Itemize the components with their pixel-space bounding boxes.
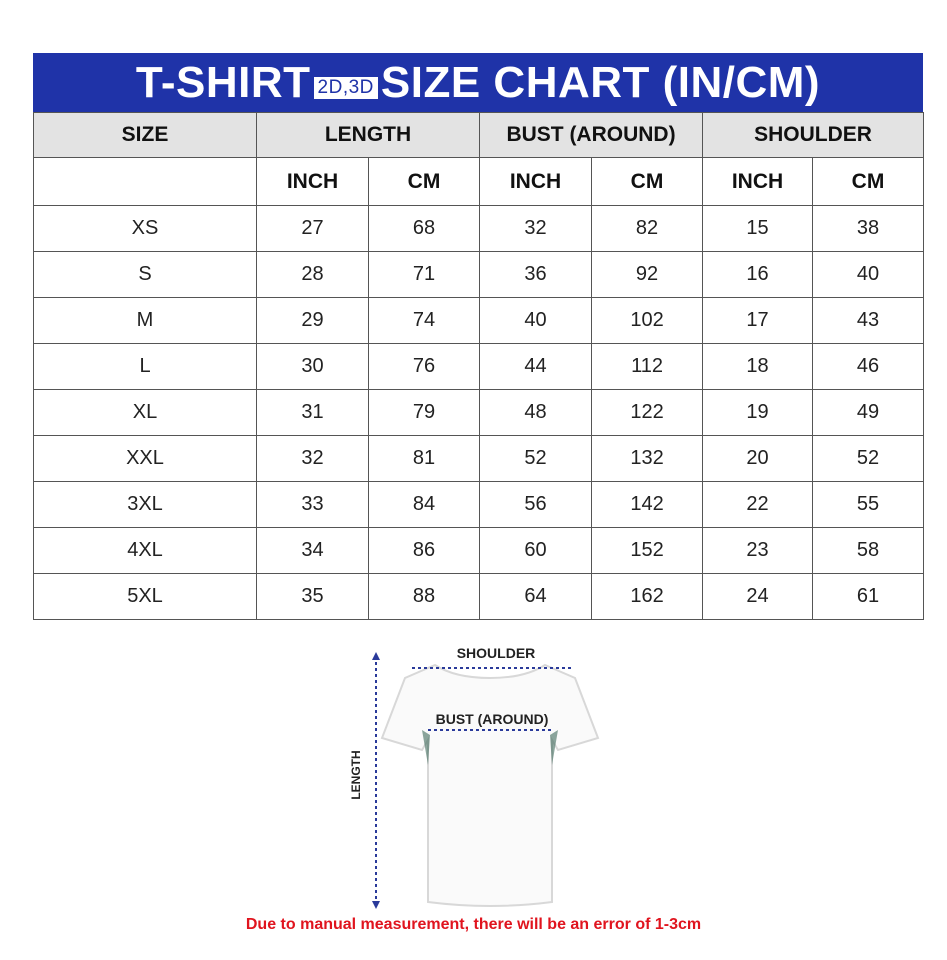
value-cell: 23 [702, 527, 814, 574]
value-cell: 52 [479, 435, 593, 482]
table-row: 4XL 34 86 60 152 23 58 [33, 527, 925, 574]
size-cell: XL [33, 389, 257, 436]
value-cell: 81 [367, 435, 481, 482]
size-table: SIZE LENGTH BUST (AROUND) SHOULDER INCH … [33, 112, 925, 620]
value-cell: 162 [591, 573, 704, 620]
value-cell: 76 [367, 343, 481, 390]
header-size: SIZE [33, 112, 257, 158]
table-row: M 29 74 40 102 17 43 [33, 297, 925, 344]
table-row: S 28 71 36 92 16 40 [33, 251, 925, 298]
size-cell: 3XL [33, 481, 257, 528]
value-cell: 20 [702, 435, 814, 482]
value-cell: 152 [591, 527, 704, 574]
unit-cm: CM [367, 157, 481, 206]
value-cell: 122 [591, 389, 704, 436]
value-cell: 34 [256, 527, 369, 574]
table-row: XXL 32 81 52 132 20 52 [33, 435, 925, 482]
measurement-note: Due to manual measurement, there will be… [245, 916, 702, 933]
value-cell: 64 [479, 573, 593, 620]
value-cell: 32 [479, 205, 593, 252]
tshirt-shape [380, 663, 600, 907]
label-shoulder: SHOULDER [457, 645, 536, 661]
value-cell: 68 [367, 205, 481, 252]
size-cell: S [33, 251, 257, 298]
value-cell: 49 [812, 389, 925, 436]
value-cell: 52 [812, 435, 925, 482]
unit-cm: CM [812, 157, 925, 206]
table-row: 3XL 33 84 56 142 22 55 [33, 481, 925, 528]
value-cell: 86 [367, 527, 481, 574]
value-cell: 56 [479, 481, 593, 528]
value-cell: 40 [812, 251, 925, 298]
value-cell: 55 [812, 481, 925, 528]
value-cell: 35 [256, 573, 369, 620]
label-length: LENGTH [349, 750, 363, 799]
size-cell: 4XL [33, 527, 257, 574]
value-cell: 44 [479, 343, 593, 390]
value-cell: 29 [256, 297, 369, 344]
value-cell: 71 [367, 251, 481, 298]
header-row: SIZE LENGTH BUST (AROUND) SHOULDER [33, 112, 925, 158]
value-cell: 18 [702, 343, 814, 390]
value-cell: 24 [702, 573, 814, 620]
value-cell: 15 [702, 205, 814, 252]
table-row: XS 27 68 32 82 15 38 [33, 205, 925, 252]
value-cell: 112 [591, 343, 704, 390]
size-cell: XS [33, 205, 257, 252]
unit-inch: INCH [256, 157, 369, 206]
size-cell: 5XL [33, 573, 257, 620]
unit-empty [33, 157, 257, 206]
title-right: SIZE CHART (IN/CM) [380, 57, 821, 107]
value-cell: 58 [812, 527, 925, 574]
value-cell: 43 [812, 297, 925, 344]
tshirt-diagram: SHOULDER BUST (AROUND) LENGTH [349, 645, 600, 909]
value-cell: 84 [367, 481, 481, 528]
value-cell: 142 [591, 481, 704, 528]
unit-cm: CM [591, 157, 704, 206]
value-cell: 40 [479, 297, 593, 344]
value-cell: 102 [591, 297, 704, 344]
unit-row: INCH CM INCH CM INCH CM [33, 157, 925, 206]
value-cell: 60 [479, 527, 593, 574]
table-row: XL 31 79 48 122 19 49 [33, 389, 925, 436]
size-cell: M [33, 297, 257, 344]
title-tag: 2D,3D [313, 76, 378, 99]
value-cell: 33 [256, 481, 369, 528]
value-cell: 19 [702, 389, 814, 436]
size-cell: L [33, 343, 257, 390]
value-cell: 36 [479, 251, 593, 298]
label-bust: BUST (AROUND) [436, 711, 549, 727]
value-cell: 46 [812, 343, 925, 390]
table-row: L 30 76 44 112 18 46 [33, 343, 925, 390]
value-cell: 31 [256, 389, 369, 436]
value-cell: 28 [256, 251, 369, 298]
value-cell: 38 [812, 205, 925, 252]
size-cell: XXL [33, 435, 257, 482]
value-cell: 48 [479, 389, 593, 436]
unit-inch: INCH [479, 157, 593, 206]
value-cell: 16 [702, 251, 814, 298]
header-bust: BUST (AROUND) [479, 112, 704, 158]
value-cell: 82 [591, 205, 704, 252]
value-cell: 22 [702, 481, 814, 528]
unit-inch: INCH [702, 157, 814, 206]
value-cell: 92 [591, 251, 704, 298]
title-left: T-SHIRT [135, 57, 311, 107]
header-length: LENGTH [255, 112, 481, 158]
value-cell: 74 [367, 297, 481, 344]
value-cell: 27 [256, 205, 369, 252]
value-cell: 17 [702, 297, 814, 344]
value-cell: 32 [256, 435, 369, 482]
value-cell: 79 [367, 389, 481, 436]
value-cell: 30 [256, 343, 369, 390]
table-row: 5XL 35 88 64 162 24 61 [33, 573, 925, 620]
value-cell: 61 [812, 573, 925, 620]
header-shoulder: SHOULDER [702, 112, 925, 158]
value-cell: 132 [591, 435, 704, 482]
chart-title: T-SHIRT 2D,3D SIZE CHART (IN/CM) [33, 53, 923, 112]
value-cell: 88 [367, 573, 481, 620]
